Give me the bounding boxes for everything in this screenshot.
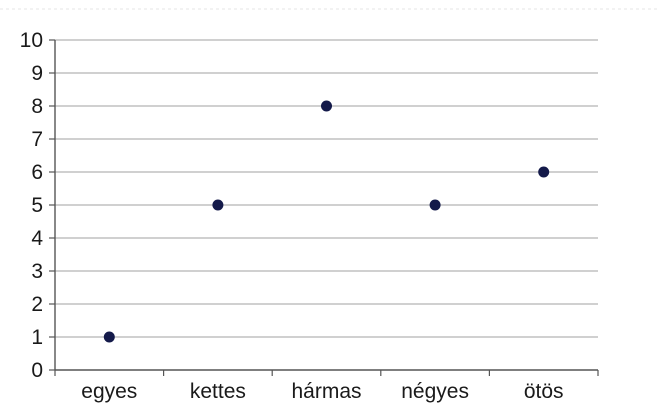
y-tick-label: 10 [20, 29, 43, 52]
data-point [103, 331, 115, 343]
y-tick-label: 5 [31, 194, 43, 217]
x-tick-label: ötös [524, 380, 564, 403]
data-point [538, 166, 550, 178]
grid-lines [55, 39, 598, 338]
x-tick-label: egyes [81, 380, 137, 403]
y-tick-label: 1 [31, 326, 43, 349]
y-tick-label: 6 [31, 161, 43, 184]
y-tick-label: 9 [31, 62, 43, 85]
y-tick-label: 4 [31, 227, 43, 250]
x-tick-label: négyes [401, 380, 469, 403]
x-tick-labels: egyes kettes hármas négyes ötös [81, 380, 563, 403]
y-tick-label: 2 [31, 293, 43, 316]
data-point [212, 199, 224, 211]
data-point [429, 199, 441, 211]
x-tick-label: hármas [291, 380, 361, 403]
y-tick-labels: 0 1 2 3 4 5 6 7 8 9 10 [20, 29, 44, 382]
data-points [103, 100, 550, 343]
axes [49, 39, 599, 376]
y-tick-label: 0 [31, 359, 43, 382]
x-tick-label: kettes [190, 380, 246, 403]
y-tick-label: 3 [31, 260, 43, 283]
data-point [321, 100, 332, 112]
y-tick-label: 7 [31, 128, 43, 151]
y-tick-label: 8 [31, 95, 43, 118]
